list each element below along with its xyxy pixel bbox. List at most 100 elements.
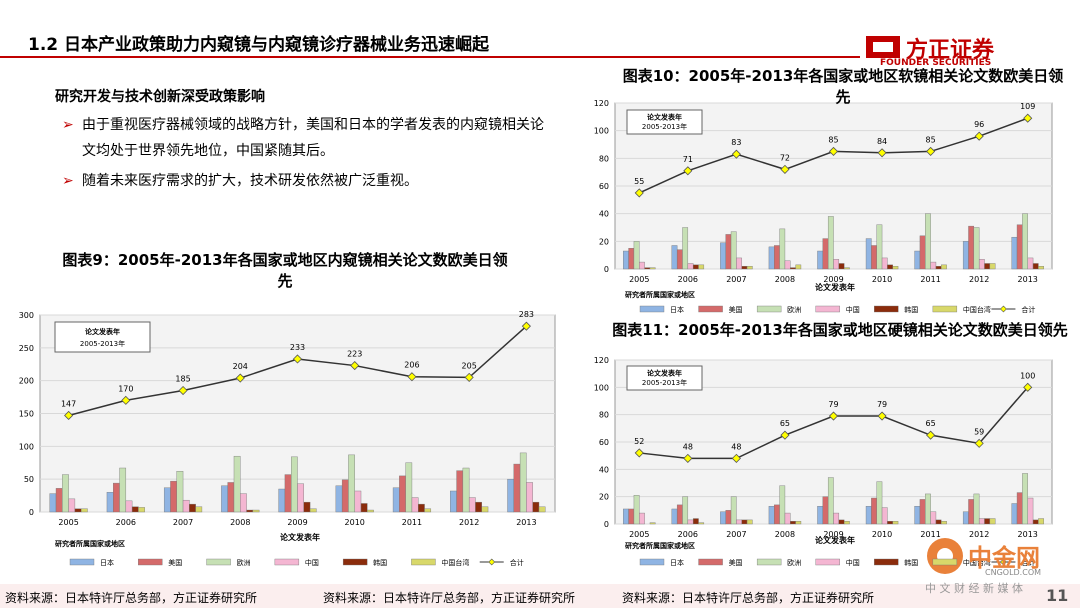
total-marker — [178, 385, 188, 396]
y-tick-label: 100 — [19, 442, 34, 451]
x-tick-label: 2007 — [726, 530, 746, 539]
data-label: 147 — [61, 399, 76, 408]
chart-title: 图表9：2005年-2013年各国家或地区内窥镜相关论文数欧美日领先 — [62, 251, 508, 290]
bar — [984, 518, 991, 525]
x-axis-label: 论文发表年 — [280, 532, 320, 542]
bar — [784, 260, 791, 270]
bar — [838, 519, 845, 525]
bar — [736, 257, 742, 270]
data-label: 48 — [683, 442, 693, 451]
total-marker — [731, 149, 741, 159]
bar — [309, 508, 317, 513]
data-label: 71 — [683, 155, 693, 164]
total-marker — [121, 395, 131, 405]
x-tick-label: 2012 — [969, 275, 989, 284]
group-label: 研究者所属国家或地区 — [625, 290, 695, 299]
bar — [418, 503, 425, 513]
legend-swatch — [874, 305, 899, 313]
y-tick-label: 300 — [19, 311, 34, 320]
bar — [687, 519, 694, 525]
bar — [779, 228, 786, 270]
bar — [113, 482, 120, 513]
x-tick-label: 2007 — [726, 275, 746, 284]
bar — [1032, 263, 1039, 270]
bar — [297, 483, 304, 513]
x-tick-label: 2009 — [823, 530, 843, 539]
y-tick-label: 40 — [599, 465, 609, 474]
bar — [227, 482, 235, 513]
y-tick-label: 80 — [599, 154, 609, 163]
legend-label: 中国台湾 — [963, 558, 991, 567]
bar — [865, 506, 872, 525]
data-label: 48 — [731, 442, 741, 451]
legend-label: 日本 — [670, 558, 684, 567]
bar — [876, 481, 883, 525]
data-label: 283 — [519, 310, 534, 319]
bar — [106, 492, 114, 513]
legend-label: 韩国 — [904, 305, 918, 314]
legend-label: 美国 — [729, 558, 743, 567]
bar — [74, 508, 82, 513]
legend-swatch — [639, 305, 665, 313]
bar — [720, 511, 726, 525]
bar — [628, 508, 635, 525]
x-tick-label: 2005 — [58, 518, 78, 527]
x-tick-label: 2011 — [402, 518, 422, 527]
bar — [1016, 492, 1023, 525]
x-tick-label: 2008 — [230, 518, 250, 527]
bar — [1027, 257, 1034, 270]
data-label: 96 — [974, 120, 984, 129]
bar — [252, 509, 260, 513]
legend-label: 日本 — [100, 558, 114, 567]
bar — [978, 518, 985, 525]
group-label: 研究者所属国家或地区 — [625, 541, 695, 550]
source: 资料来源：日本特许厅总务部，方正证券研究所 — [622, 591, 875, 605]
bar — [935, 266, 942, 270]
legend-label: 合计 — [1021, 305, 1035, 314]
bar — [843, 267, 850, 270]
total-marker — [64, 410, 74, 421]
legend-swatch — [639, 558, 665, 566]
bar — [1032, 519, 1039, 525]
inset-text: 2005-2013年 — [642, 122, 687, 131]
total-marker — [464, 372, 474, 382]
header-title: 1.2 日本产业政策助力内窥镜与内窥镜诊疗器械业务迅速崛起 — [28, 35, 490, 55]
bar — [644, 267, 651, 270]
data-label: 79 — [877, 400, 887, 409]
data-label: 204 — [233, 362, 248, 371]
legend-swatch — [1000, 558, 1007, 566]
data-label: 59 — [974, 427, 984, 436]
bar — [639, 512, 645, 525]
bar — [68, 498, 76, 513]
data-label: 84 — [877, 137, 887, 146]
bar — [962, 511, 969, 525]
data-label: 206 — [404, 361, 419, 370]
bar — [519, 452, 527, 513]
x-tick-label: 2012 — [459, 518, 479, 527]
bar — [405, 462, 413, 513]
bar — [768, 506, 775, 525]
bar — [881, 257, 888, 270]
bar — [233, 455, 241, 513]
bar — [1011, 236, 1018, 270]
bar — [925, 493, 931, 525]
bar — [774, 504, 780, 525]
legend-label: 韩国 — [373, 558, 387, 567]
data-label: 185 — [175, 375, 190, 384]
bar — [189, 503, 196, 513]
bar — [876, 224, 883, 270]
bar — [741, 266, 748, 270]
total-marker — [235, 373, 245, 383]
inset-box — [626, 109, 703, 135]
bar — [892, 266, 899, 270]
data-label: 85 — [828, 135, 838, 144]
bar — [892, 521, 899, 525]
y-tick-label: 100 — [594, 383, 609, 392]
legend-label: 中国 — [846, 305, 860, 314]
bar — [784, 512, 791, 525]
chart-title: 图表11：2005年-2013年各国家或地区硬镜相关论文数欧美日领先 — [612, 321, 1068, 339]
bar — [774, 245, 780, 270]
y-tick-label: 150 — [19, 410, 34, 419]
total-marker — [292, 354, 303, 364]
